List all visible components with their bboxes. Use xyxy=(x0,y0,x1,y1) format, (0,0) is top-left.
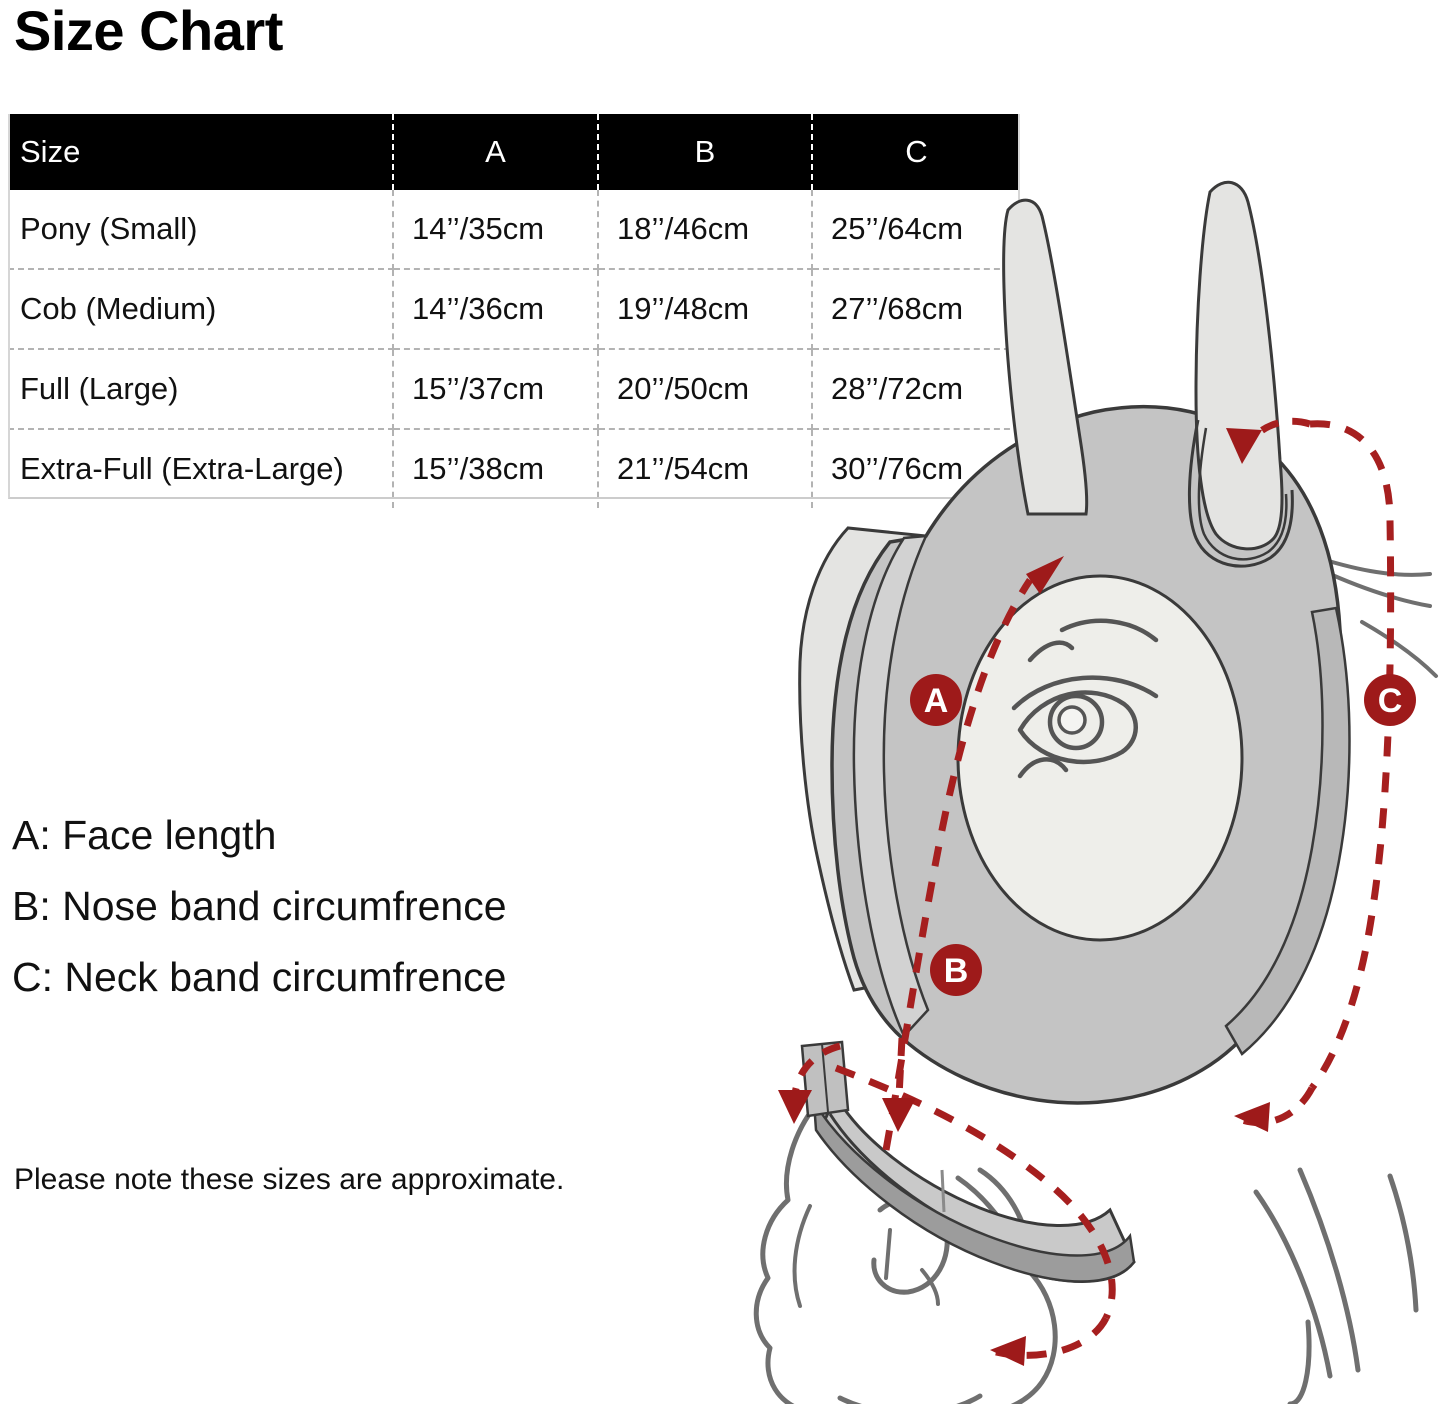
table-row: Full (Large) 15’’/37cm 20’’/50cm 28’’/72… xyxy=(8,349,1020,430)
cell-b: 21’’/54cm xyxy=(598,429,813,508)
cell-size: Full (Large) xyxy=(8,349,394,430)
cell-c: 27’’/68cm xyxy=(812,269,1020,350)
measurement-legend: A: Face length B: Nose band circumfrence… xyxy=(12,800,507,1013)
column-header-c: C xyxy=(812,114,1020,190)
ear-far xyxy=(1002,198,1089,516)
marker-c-label: C xyxy=(1378,682,1403,720)
size-table: Size A B C Pony (Small) 14’’/35cm 18’’/4… xyxy=(8,114,1020,508)
ear-opening-seam-inner xyxy=(1197,427,1288,561)
legend-item-a: A: Face length xyxy=(12,812,277,858)
horse-eye xyxy=(1011,618,1159,779)
cell-a: 15’’/37cm xyxy=(393,349,599,430)
footnote-text: Please note these sizes are approximate. xyxy=(14,1163,565,1196)
cell-size: Extra-Full (Extra-Large) xyxy=(8,429,394,508)
measure-arrow-b-left xyxy=(778,1090,812,1124)
cell-a: 15’’/38cm xyxy=(393,429,599,508)
measurement-annotations: A B C xyxy=(778,417,1416,1366)
measure-arrow-c-upper xyxy=(1226,428,1262,464)
table-header: Size A B C xyxy=(8,114,1020,190)
column-header-size: Size xyxy=(8,114,394,190)
horse-head-outline xyxy=(753,554,1438,1404)
column-header-b: B xyxy=(598,114,813,190)
cell-size: Cob (Medium) xyxy=(8,269,394,350)
marker-a: A xyxy=(910,674,962,726)
ear-near xyxy=(1194,180,1284,551)
marker-a-label: A xyxy=(924,682,949,720)
legend-item-b: B: Nose band circumfrence xyxy=(12,883,507,929)
cell-c: 28’’/72cm xyxy=(812,349,1020,430)
marker-c: C xyxy=(1364,674,1416,726)
marker-b: B xyxy=(930,944,982,996)
marker-b-label: B xyxy=(944,952,969,990)
page-title: Size Chart xyxy=(14,0,283,62)
measure-arrow-a xyxy=(1026,556,1064,594)
horse-fly-mask-illustration: A B C xyxy=(690,170,1445,1404)
cell-size: Pony (Small) xyxy=(8,190,394,270)
mask-neck-band xyxy=(1224,606,1351,1056)
column-header-a: A xyxy=(393,114,599,190)
table-row: Pony (Small) 14’’/35cm 18’’/46cm 25’’/64… xyxy=(8,190,1020,270)
mask-eye-panel xyxy=(956,574,1244,942)
table-body: Pony (Small) 14’’/35cm 18’’/46cm 25’’/64… xyxy=(8,190,1020,508)
measure-line-a xyxy=(882,578,1033,1151)
measure-line-c xyxy=(1309,420,1395,1091)
ear-opening-seam xyxy=(1187,419,1294,568)
cell-c: 25’’/64cm xyxy=(812,190,1020,270)
cell-b: 18’’/46cm xyxy=(598,190,813,270)
measure-arrow-c-lower xyxy=(1234,1102,1270,1132)
cell-b: 19’’/48cm xyxy=(598,269,813,350)
table-header-row: Size A B C xyxy=(8,114,1020,190)
cell-a: 14’’/36cm xyxy=(393,269,599,350)
nose-band-stitch xyxy=(940,1169,946,1213)
measure-arrow-b-lower xyxy=(990,1336,1026,1366)
cell-b: 20’’/50cm xyxy=(598,349,813,430)
fly-mask-body xyxy=(798,180,1351,1283)
table-row: Cob (Medium) 14’’/36cm 19’’/48cm 27’’/68… xyxy=(8,269,1020,350)
nose-band-elastic xyxy=(812,1101,1136,1283)
cell-a: 14’’/35cm xyxy=(393,190,599,270)
legend-item-c: C: Neck band circumfrence xyxy=(12,954,507,1000)
measure-arrow-b-tick xyxy=(882,1098,916,1132)
